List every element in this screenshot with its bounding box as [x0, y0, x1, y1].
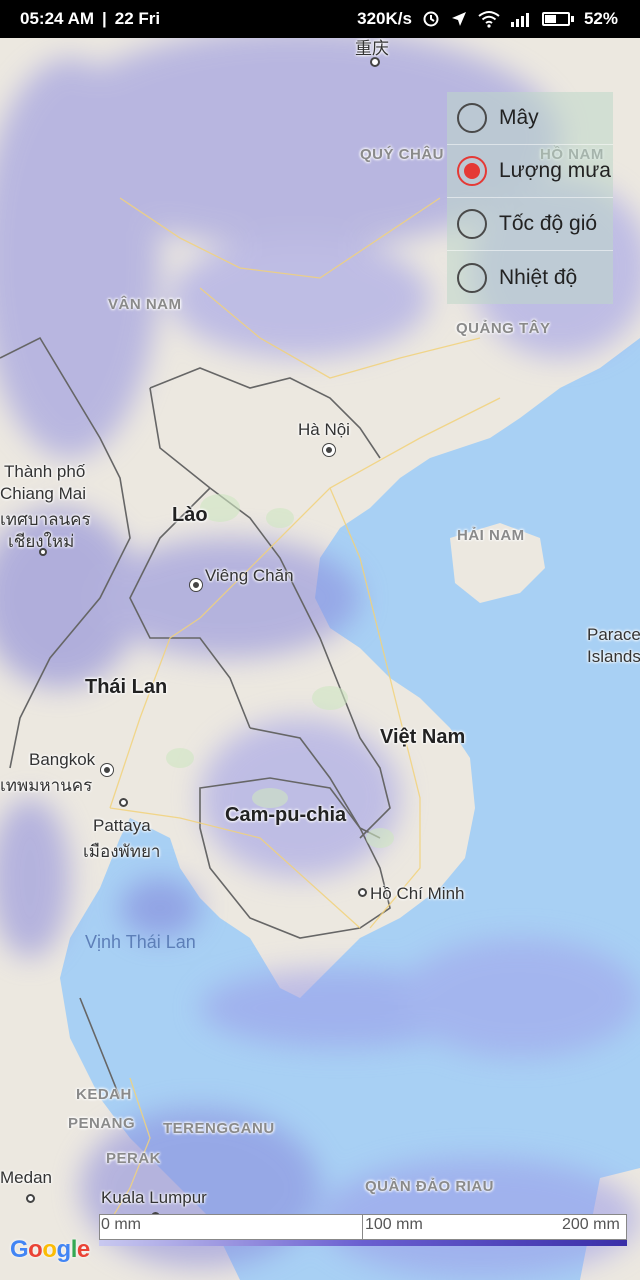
layer-label-rainfall: Lượng mưa	[499, 159, 611, 182]
map-view[interactable]: 重庆 QUÝ CHÂU HỒ NAM VÂN NAM QUẢNG TÂY Hà …	[0, 38, 640, 1280]
google-logo[interactable]: Google	[10, 1236, 90, 1263]
layer-label-clouds: Mây	[499, 106, 539, 129]
label-lao[interactable]: Lào	[172, 504, 208, 526]
label-chiang-mai-thai-2[interactable]: เชียงใหม่	[8, 532, 75, 551]
label-ha-noi[interactable]: Hà Nội	[298, 420, 350, 439]
layer-option-clouds[interactable]: Mây	[447, 92, 613, 145]
layer-label-temperature: Nhiệt độ	[499, 265, 578, 289]
label-quy-chau[interactable]: QUÝ CHÂU	[360, 146, 445, 163]
label-kuala-lumpur[interactable]: Kuala Lumpur	[101, 1188, 207, 1207]
label-paracel-2[interactable]: Islands	[587, 647, 640, 666]
label-van-nam[interactable]: VÂN NAM	[108, 296, 182, 313]
chiang-mai-marker	[39, 548, 47, 556]
status-separator: |	[102, 9, 107, 28]
country-borders	[0, 336, 391, 1099]
medan-marker	[26, 1194, 35, 1203]
layer-option-wind-speed[interactable]: Tốc độ gió	[447, 198, 613, 251]
roads	[99, 197, 501, 1239]
label-penang[interactable]: PENANG	[68, 1115, 136, 1132]
label-medan[interactable]: Medan	[0, 1168, 52, 1187]
chongqing-marker	[370, 57, 380, 67]
bangkok-marker	[101, 764, 113, 776]
status-bar: 05:24 AM | 22 Fri 320K/s 52%	[0, 0, 640, 38]
map-base	[0, 38, 640, 1280]
label-chongqing[interactable]: 重庆	[355, 39, 389, 58]
label-chiang-mai-2[interactable]: Chiang Mai	[0, 484, 86, 503]
radio-clouds[interactable]	[457, 103, 487, 133]
forest-patches	[166, 494, 394, 848]
label-quan-dao-riau[interactable]: QUẦN ĐẢO RIAU	[365, 1178, 494, 1195]
radio-wind-speed[interactable]	[457, 209, 487, 239]
legend-gradient	[99, 1240, 627, 1246]
label-cam-pu-chia[interactable]: Cam-pu-chia	[225, 804, 347, 826]
legend-bar	[99, 1214, 627, 1240]
signal-icon	[510, 11, 532, 27]
layer-option-temperature[interactable]: Nhiệt độ	[447, 251, 613, 304]
label-chiang-mai-1[interactable]: Thành phố	[4, 462, 86, 481]
status-date: 22 Fri	[114, 9, 161, 28]
label-vinh-thai-lan[interactable]: Vịnh Thái Lan	[85, 932, 196, 952]
wifi-icon	[478, 10, 500, 28]
legend-label-mid: 100 mm	[365, 1216, 423, 1233]
label-bangkok-thai[interactable]: เทพมหานคร	[0, 776, 93, 795]
label-quang-tay[interactable]: QUẢNG TÂY	[456, 320, 551, 337]
status-time: 05:24 AM	[20, 9, 95, 28]
land-hainan	[450, 523, 545, 603]
label-vieng-chan[interactable]: Viêng Chăn	[205, 566, 294, 585]
label-pattaya[interactable]: Pattaya	[93, 816, 151, 835]
land-mainland	[0, 38, 640, 1280]
label-perak[interactable]: PERAK	[106, 1150, 162, 1167]
label-thai-lan[interactable]: Thái Lan	[85, 676, 168, 698]
radio-temperature[interactable]	[457, 262, 487, 293]
vieng-chan-marker	[190, 579, 202, 591]
network-speed: 320K/s	[357, 9, 412, 28]
rain-overlay	[0, 38, 640, 1278]
layer-option-rainfall[interactable]: Lượng mưa	[447, 145, 613, 198]
layer-label-wind-speed: Tốc độ gió	[499, 212, 598, 235]
label-hai-nam[interactable]: HẢI NAM	[457, 527, 525, 544]
radio-rainfall[interactable]	[457, 156, 487, 186]
label-bangkok[interactable]: Bangkok	[29, 750, 96, 769]
legend-label-min: 0 mm	[101, 1216, 141, 1233]
label-chiang-mai-thai-1[interactable]: เทศบาลนคร	[0, 510, 91, 529]
status-right: 320K/s 52%	[357, 9, 618, 29]
label-kedah[interactable]: KEDAH	[76, 1086, 132, 1103]
label-pattaya-thai[interactable]: เมืองพัทยา	[83, 842, 161, 861]
status-left: 05:24 AM | 22 Fri	[20, 9, 160, 29]
label-ho-chi-minh[interactable]: Hồ Chí Minh	[370, 884, 465, 903]
alarm-icon	[422, 10, 440, 28]
pattaya-marker	[119, 798, 128, 807]
ho-chi-minh-marker	[358, 888, 367, 897]
layer-selector: Mây Lượng mưa Tốc độ gió Nhiệt độ	[447, 92, 613, 304]
label-paracel-1[interactable]: Parace	[587, 625, 640, 644]
label-viet-nam[interactable]: Việt Nam	[380, 726, 466, 748]
location-arrow-icon	[450, 10, 468, 28]
battery-percent: 52%	[583, 9, 618, 28]
battery-icon	[541, 12, 574, 26]
legend-tick-mid	[362, 1214, 363, 1240]
legend-label-max: 200 mm	[562, 1216, 620, 1233]
ha-noi-marker	[323, 444, 335, 456]
rainfall-legend: 0 mm 100 mm 200 mm	[99, 1214, 627, 1246]
label-terengganu[interactable]: TERENGGANU	[163, 1120, 275, 1137]
